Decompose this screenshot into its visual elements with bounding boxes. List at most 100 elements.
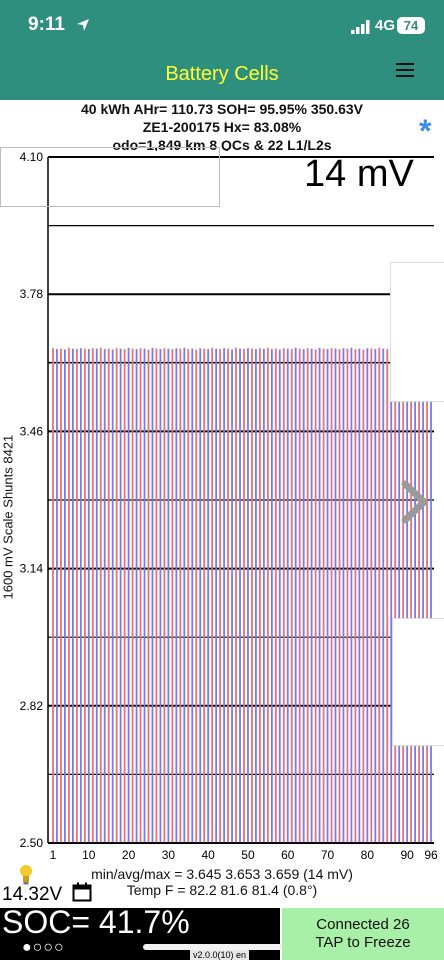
cell-bar (398, 349, 401, 843)
cell-bar (79, 348, 82, 843)
cell-bar (143, 348, 146, 843)
y-tick-label: 4.10 (20, 150, 44, 164)
cell-bar (99, 347, 102, 843)
cell-bar (382, 348, 385, 843)
x-tick-label: 20 (122, 848, 136, 860)
cell-bar (171, 349, 174, 843)
page-indicator[interactable]: ●○○○ (22, 939, 65, 956)
cell-bar (406, 348, 409, 843)
cell-bar (147, 349, 150, 843)
x-tick-label: 80 (361, 848, 375, 860)
cell-bar (231, 349, 233, 843)
x-tick-label: 1 (50, 848, 57, 860)
cell-bar (322, 348, 325, 843)
y-axis-label: 1600 mV Scale Shunts 8421 (0, 434, 16, 600)
cell-bar (342, 348, 345, 843)
cell-bar (56, 349, 58, 843)
cell-bar (223, 348, 225, 843)
cell-voltage-chart[interactable]: 2.50 2.82 3.14 3.46 3.78 4.10 1 10 20 30 40 50 60 70 8… (0, 0, 444, 860)
cell-bar (274, 348, 277, 843)
cell-bars (52, 347, 432, 843)
cell-bar (318, 347, 321, 843)
cell-bar (83, 348, 86, 843)
chevron-right-icon[interactable] (400, 480, 430, 524)
cell-bar (243, 349, 245, 843)
cell-bar (430, 348, 432, 843)
cell-bar (266, 347, 269, 843)
cellular-signal-icon (351, 20, 370, 34)
y-tick-label: 3.46 (20, 424, 44, 438)
cell-bar (270, 349, 273, 843)
cell-bar (247, 348, 249, 843)
cell-bar (259, 348, 261, 843)
cell-bar (239, 348, 241, 843)
connection-status-label: Connected 26 (316, 916, 410, 933)
x-tick-label: 10 (82, 848, 96, 860)
cell-bar (227, 348, 229, 843)
cell-bar (326, 349, 329, 843)
cell-bar (131, 348, 134, 843)
cell-bar (370, 348, 373, 843)
cell-bar (163, 348, 166, 843)
cell-bar (111, 349, 114, 843)
cell-bar (95, 348, 98, 843)
y-tick-label: 3.14 (20, 562, 44, 576)
cell-bar (155, 348, 158, 843)
cell-bar (207, 349, 210, 843)
cell-bar (418, 348, 420, 843)
cell-bar (179, 348, 182, 843)
cell-bar (358, 348, 361, 843)
asterisk-icon[interactable]: * (419, 113, 432, 149)
cell-bar (87, 349, 90, 843)
side-panel-tab-lower[interactable] (392, 618, 444, 746)
cell-bar (115, 348, 118, 843)
cell-bar (64, 349, 66, 843)
cell-bar (362, 349, 365, 843)
cell-bar (422, 349, 424, 843)
cell-bar (151, 347, 154, 843)
cell-bar (211, 347, 214, 843)
chart-axes: 2.50 2.82 3.14 3.46 3.78 4.10 1 10 20 30 40 50 60 70 8… (20, 150, 438, 860)
cell-bar (294, 347, 297, 843)
side-panel-tab-upper[interactable] (390, 262, 444, 402)
cell-bar (103, 349, 106, 843)
cell-bar (374, 349, 377, 843)
cell-spread-label: 14 mV (304, 153, 414, 195)
cell-bar (302, 349, 305, 843)
cell-bar (286, 348, 289, 843)
cell-bar (68, 347, 70, 843)
cell-bar (175, 348, 178, 843)
cell-bar (298, 348, 301, 843)
cell-bar (183, 347, 186, 843)
x-tick-label: 96 (424, 848, 438, 860)
cell-bar (135, 349, 138, 843)
menu-icon[interactable] (396, 60, 414, 82)
cell-bar (159, 349, 162, 843)
cell-bar (334, 348, 337, 843)
x-tick-label: 70 (321, 848, 335, 860)
lightbulb-icon[interactable] (18, 864, 34, 886)
cell-bar (310, 348, 313, 843)
cell-bar (107, 348, 110, 843)
cell-bar (167, 348, 170, 843)
home-indicator[interactable] (143, 944, 301, 950)
network-type: 4G (375, 17, 396, 34)
battery-icon: 74 (397, 17, 425, 34)
temperature-readout: Temp F = 82.2 81.6 81.4 (0.8°) (126, 882, 318, 898)
cell-bar (314, 349, 317, 843)
app-header-bar (0, 0, 444, 100)
cell-bar (346, 348, 349, 843)
cell-bar (71, 348, 74, 843)
cell-bar (203, 348, 206, 843)
aux-battery-voltage: 14.32V (2, 884, 63, 905)
status-time: 9:11 (28, 14, 65, 35)
calendar-icon[interactable] (72, 882, 92, 902)
cell-bar (386, 349, 389, 843)
chart-overlay-box[interactable] (0, 147, 220, 207)
cell-bar (290, 349, 293, 843)
connection-freeze-button[interactable]: Connected 26 TAP to Freeze (282, 908, 444, 960)
cell-bar (414, 348, 416, 843)
cell-bar (119, 348, 122, 843)
cell-bar (199, 348, 202, 843)
y-tick-label: 2.82 (20, 699, 44, 713)
